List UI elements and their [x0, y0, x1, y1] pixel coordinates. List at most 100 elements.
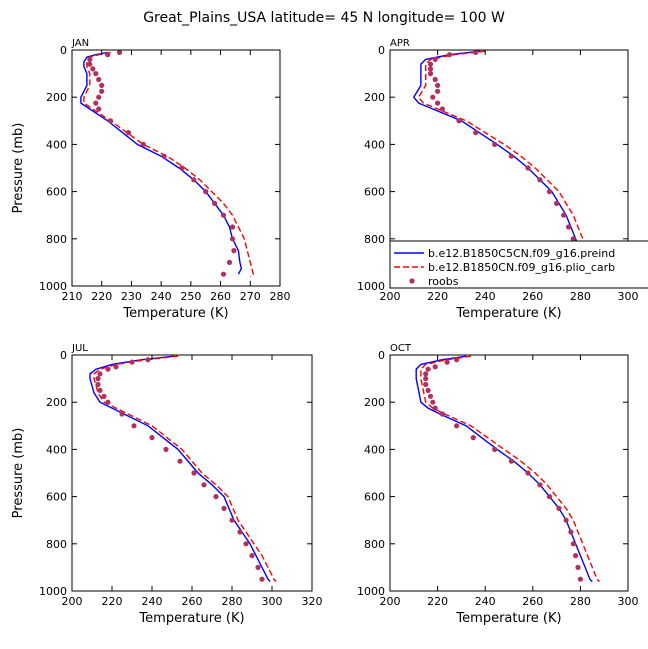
x-tick-label: 260 — [522, 290, 543, 303]
x-tick-label: 200 — [380, 595, 401, 608]
obs-point — [105, 366, 111, 372]
x-tick-label: 250 — [180, 290, 201, 303]
obs-point — [203, 189, 209, 195]
x-tick-label: 300 — [262, 595, 283, 608]
x-axis-label: Temperature (K) — [455, 306, 561, 321]
obs-point — [96, 106, 102, 112]
obs-point — [229, 517, 235, 523]
y-tick-label: 400 — [364, 443, 385, 456]
obs-point — [113, 364, 119, 370]
plot-frame — [71, 49, 281, 287]
x-axis-label: Temperature (K) — [122, 306, 228, 321]
obs-point — [101, 393, 107, 399]
obs-point — [427, 61, 434, 67]
obs-point — [537, 177, 543, 183]
obs-point — [577, 576, 584, 582]
obs-point — [446, 52, 453, 58]
obs-point — [473, 49, 479, 56]
obs-point — [116, 49, 123, 56]
y-tick-label: 200 — [364, 91, 385, 104]
x-tick-label: 220 — [91, 290, 112, 303]
obs-point — [229, 224, 236, 230]
y-tick-label: 0 — [60, 44, 67, 57]
y-tick-label: 400 — [364, 138, 385, 151]
x-tick-label: 210 — [62, 290, 83, 303]
x-tick-label: 320 — [302, 595, 323, 608]
series-line-control — [89, 355, 271, 583]
obs-point — [108, 118, 114, 124]
panel-group: 210 220 230 240 250 260 270 280 0 200 400 600 800 100… — [11, 38, 639, 626]
y-tick-label: 800 — [46, 233, 67, 246]
panel-oct: 200 220 240 260 280 300 0 200 400 600 800 1000 OCT Te… — [357, 343, 639, 626]
obs-point — [565, 224, 572, 230]
obs-point — [570, 236, 576, 242]
y-tick-label: 600 — [46, 186, 67, 199]
obs-point — [470, 435, 476, 441]
x-tick-label: 240 — [475, 290, 496, 303]
obs-point — [432, 364, 438, 370]
y-tick-label: 0 — [60, 349, 67, 362]
obs-point — [140, 141, 146, 147]
x-tick-label: 260 — [182, 595, 203, 608]
legend-label: roobs — [428, 275, 459, 288]
y-tick-label: 400 — [46, 138, 67, 151]
y-tick-label: 1000 — [39, 585, 67, 598]
obs-point — [93, 100, 99, 106]
obs-point — [492, 141, 498, 147]
series-line-experiment — [420, 355, 600, 583]
obs-point — [220, 271, 227, 277]
obs-point — [255, 564, 261, 571]
obs-point — [149, 435, 155, 441]
y-tick-label: 600 — [364, 491, 385, 504]
obs-point — [454, 423, 460, 429]
obs-point — [99, 82, 105, 88]
obs-point — [439, 411, 445, 417]
obs-point — [537, 482, 543, 488]
panel-jan: 210 220 230 240 250 260 270 280 0 200 400 600 800 100… — [11, 38, 291, 321]
obs-point — [105, 52, 111, 58]
obs-point — [201, 482, 207, 488]
y-tick-label: 600 — [364, 186, 385, 199]
obs-point — [243, 541, 249, 547]
obs-point — [87, 56, 93, 63]
obs-point — [220, 212, 227, 218]
y-tick-label: 400 — [46, 443, 67, 456]
obs-point — [87, 61, 93, 67]
y-tick-label: 1000 — [357, 585, 385, 598]
obs-point — [435, 82, 441, 88]
obs-point — [556, 505, 562, 511]
obs-point — [213, 494, 219, 500]
x-tick-label: 280 — [222, 595, 243, 608]
y-tick-label: 800 — [46, 538, 67, 551]
obs-point — [191, 470, 197, 476]
obs-point — [575, 564, 581, 571]
obs-point — [427, 71, 434, 77]
obs-point — [259, 576, 265, 582]
series-line-experiment — [93, 355, 277, 583]
figure-title: Great_Plains_USA latitude= 45 N longitud… — [143, 10, 505, 26]
panel-label: JUL — [71, 343, 88, 354]
panel-label: APR — [390, 38, 410, 49]
x-tick-label: 220 — [102, 595, 123, 608]
panel-label: OCT — [390, 343, 412, 354]
series-line-control — [80, 51, 243, 275]
obs-point — [427, 393, 434, 399]
obs-point — [435, 100, 441, 106]
y-tick-label: 800 — [364, 233, 385, 246]
obs-point — [430, 94, 436, 100]
x-tick-label: 280 — [270, 290, 291, 303]
legend-label: b.e12.B1850CN.f09_g16.plio_carb — [428, 261, 615, 274]
obs-point — [568, 529, 574, 535]
obs-point — [573, 553, 579, 559]
obs-point — [125, 130, 132, 136]
y-tick-label: 1000 — [39, 280, 67, 293]
obs-point — [249, 553, 255, 559]
obs-point — [231, 248, 237, 254]
obs-point — [473, 130, 479, 136]
obs-point — [161, 153, 167, 159]
series-line-control — [415, 355, 593, 583]
obs-point — [570, 541, 576, 547]
obs-point — [95, 376, 101, 382]
obs-point — [191, 177, 197, 183]
